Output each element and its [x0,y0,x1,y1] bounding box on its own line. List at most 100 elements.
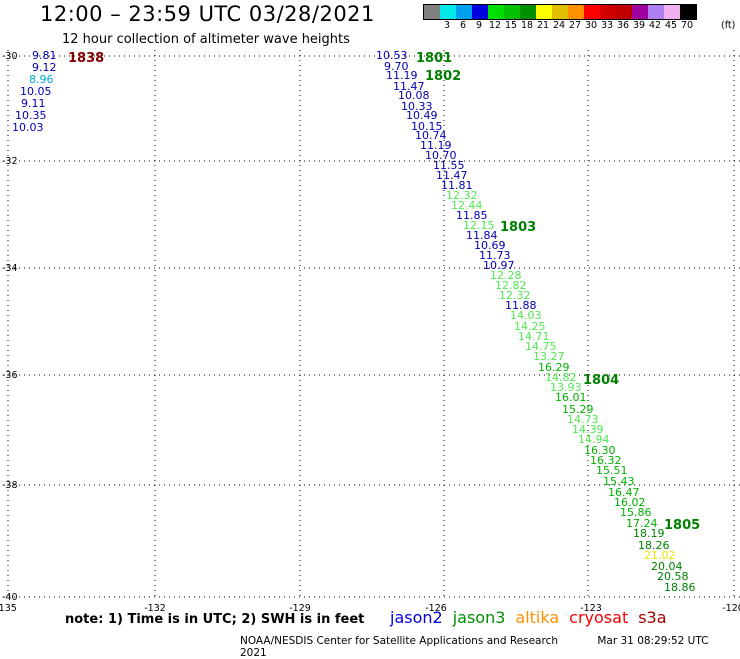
wave-height-value: 10.05 [20,85,52,98]
wave-height-value: 11.73 [479,249,511,262]
wave-height-value: 14.25 [514,320,546,333]
color-scale-label: 21 [536,20,550,31]
longitude-label: -132 [144,603,166,614]
wave-height-value: 18.86 [664,581,696,594]
pass-time-label: 1805 [664,518,700,533]
wave-height-value: 10.69 [474,239,506,252]
wave-height-value: 10.97 [483,259,515,272]
wave-height-value: 17.24 [626,517,658,530]
color-scale-labels: 3 6 9 12 15 18 21 24 27 30 33 36 39 42 45 70 [423,20,740,34]
color-swatch [488,5,504,19]
color-scale-label: 30 [584,20,598,31]
wave-height-value: 11.55 [433,159,465,172]
color-swatch [552,5,568,19]
color-scale-label: 39 [632,20,646,31]
wave-height-value: 12.32 [446,189,478,202]
color-scale-label: 33 [600,20,614,31]
color-swatch [616,5,632,19]
latitude-label: -40 [2,592,18,603]
wave-height-value: 10.15 [411,120,443,133]
color-swatch [648,5,664,19]
wave-height-value: 11.19 [420,139,452,152]
units-note: note: 1) Time is in UTC; 2) SWH is in fe… [65,612,365,627]
wave-height-value: 14.39 [572,423,604,436]
mission-label: s3a [638,608,667,627]
wave-height-value: 11.81 [441,179,473,192]
color-swatch [440,5,456,19]
graticule [4,50,740,600]
longitude-label: -129 [289,603,311,614]
color-scale-label: 36 [616,20,630,31]
color-scale-label: 12 [488,20,502,31]
color-swatch [456,5,472,19]
wave-height-value: 8.96 [29,73,54,86]
wave-height-value: 15.43 [603,475,635,488]
color-swatch [520,5,536,19]
wave-height-value: 21.02 [644,549,676,562]
wave-height-value: 13.27 [533,350,565,363]
wave-height-value: 14.75 [525,340,557,353]
color-swatch [472,5,488,19]
color-scale-label: 9 [475,20,483,31]
wave-height-value: 10.70 [425,149,457,162]
wave-height-value: 18.26 [638,539,670,552]
wave-height-value: 10.74 [415,129,447,142]
wave-height-value: 12.32 [499,289,531,302]
pass-time-label: 1802 [425,69,461,84]
map-subtitle: 12 hour collection of altimeter wave hei… [62,32,350,47]
latitude-label: -36 [2,370,18,381]
color-scale-label: 27 [568,20,582,31]
wave-height-value: 20.58 [657,570,689,583]
pass-time-labels: 1838 1801 1802 1803 1804 1805 [68,51,700,533]
wave-height-value: 10.33 [401,100,433,113]
color-swatch [664,5,680,19]
wave-height-value: 11.19 [386,69,418,82]
mission-legend: jason2 jason3 altika cryosat s3a [390,608,677,627]
color-swatch [680,5,696,19]
wave-height-value: 9.11 [21,97,46,110]
mission-label: altika [515,608,560,627]
wave-height-value: 18.19 [633,527,665,540]
pass-time-label: 1804 [583,373,619,388]
longitude-label: -123 [580,603,602,614]
wave-height-value: 14.82 [545,371,577,384]
color-swatch [632,5,648,19]
wave-height-value: 13.93 [550,381,582,394]
wave-height-value: 11.84 [466,229,498,242]
wave-height-value: 16.02 [614,496,646,509]
footer: NOAA/NESDIS Center for Satellite Applica… [240,635,740,659]
wave-height-value: 15.86 [620,506,652,519]
pass-time-label: 1838 [68,51,104,66]
color-scale-label: 45 [664,20,678,31]
wave-height-value: 10.03 [12,121,44,134]
longitude-label: -120 [722,603,740,614]
wave-height-value: 12.15 [463,219,495,232]
color-scale-label: 6 [459,20,467,31]
wave-height-value: 16.01 [555,391,587,404]
pass-time-label: 1803 [500,220,536,235]
wave-height-value: 15.29 [562,403,594,416]
latitude-label: -34 [2,263,18,274]
color-scale-swatches [423,4,697,20]
wave-height-value: 10.49 [406,109,438,122]
wave-height-value: 14.94 [578,433,610,446]
latitude-label: -30 [2,51,18,62]
credit-text: NOAA/NESDIS Center for Satellite Applica… [240,635,558,647]
latitude-label: -32 [2,156,18,167]
color-swatch [424,5,440,19]
wave-height-value: 16.32 [590,454,622,467]
mission-label: jason2 [390,608,443,627]
wave-height-value: 14.73 [567,413,599,426]
wave-height-value: 14.03 [510,309,542,322]
wave-height-value: 16.30 [584,444,616,457]
color-scale-label: 3 [443,20,451,31]
wave-height-value: 10.08 [398,89,430,102]
color-scale-label: 42 [648,20,662,31]
wave-height-value: 9.70 [384,60,409,73]
mission-label: jason3 [452,608,506,627]
color-swatch [568,5,584,19]
wave-height-value: 20.04 [651,560,683,573]
color-swatch [536,5,552,19]
wave-height-value: 12.82 [495,279,527,292]
